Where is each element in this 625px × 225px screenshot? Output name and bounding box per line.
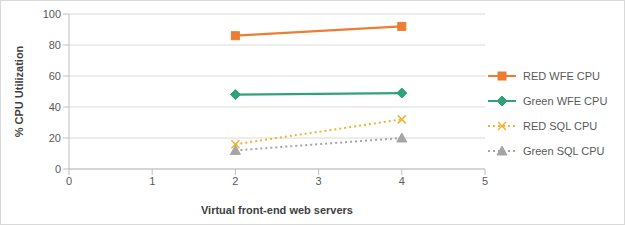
svg-text:60: 60 [49,70,61,82]
svg-text:40: 40 [49,101,61,113]
html-text:Green WFE CPU: Green WFE CPU [523,94,608,107]
svg-text:3: 3 [316,175,322,187]
html-text:RED WFE CPU: RED WFE CPU [523,69,600,82]
svg-text:0: 0 [66,175,72,187]
svg-text:1: 1 [149,175,155,187]
html-text:Green SQL CPU: Green SQL CPU [523,144,605,157]
svg-text:80: 80 [49,39,61,51]
svg-text:0: 0 [55,163,61,175]
svg-text:4: 4 [399,175,405,187]
svg-text:Virtual front-end web servers: Virtual front-end web servers [201,204,353,216]
html-text:RED SQL CPU: RED SQL CPU [523,119,598,132]
svg-text:5: 5 [482,175,488,187]
svg-text:2: 2 [232,175,238,187]
svg-text:% CPU Utilization: % CPU Utilization [13,45,25,137]
svg-text:100: 100 [43,8,61,20]
svg-text:20: 20 [49,132,61,144]
